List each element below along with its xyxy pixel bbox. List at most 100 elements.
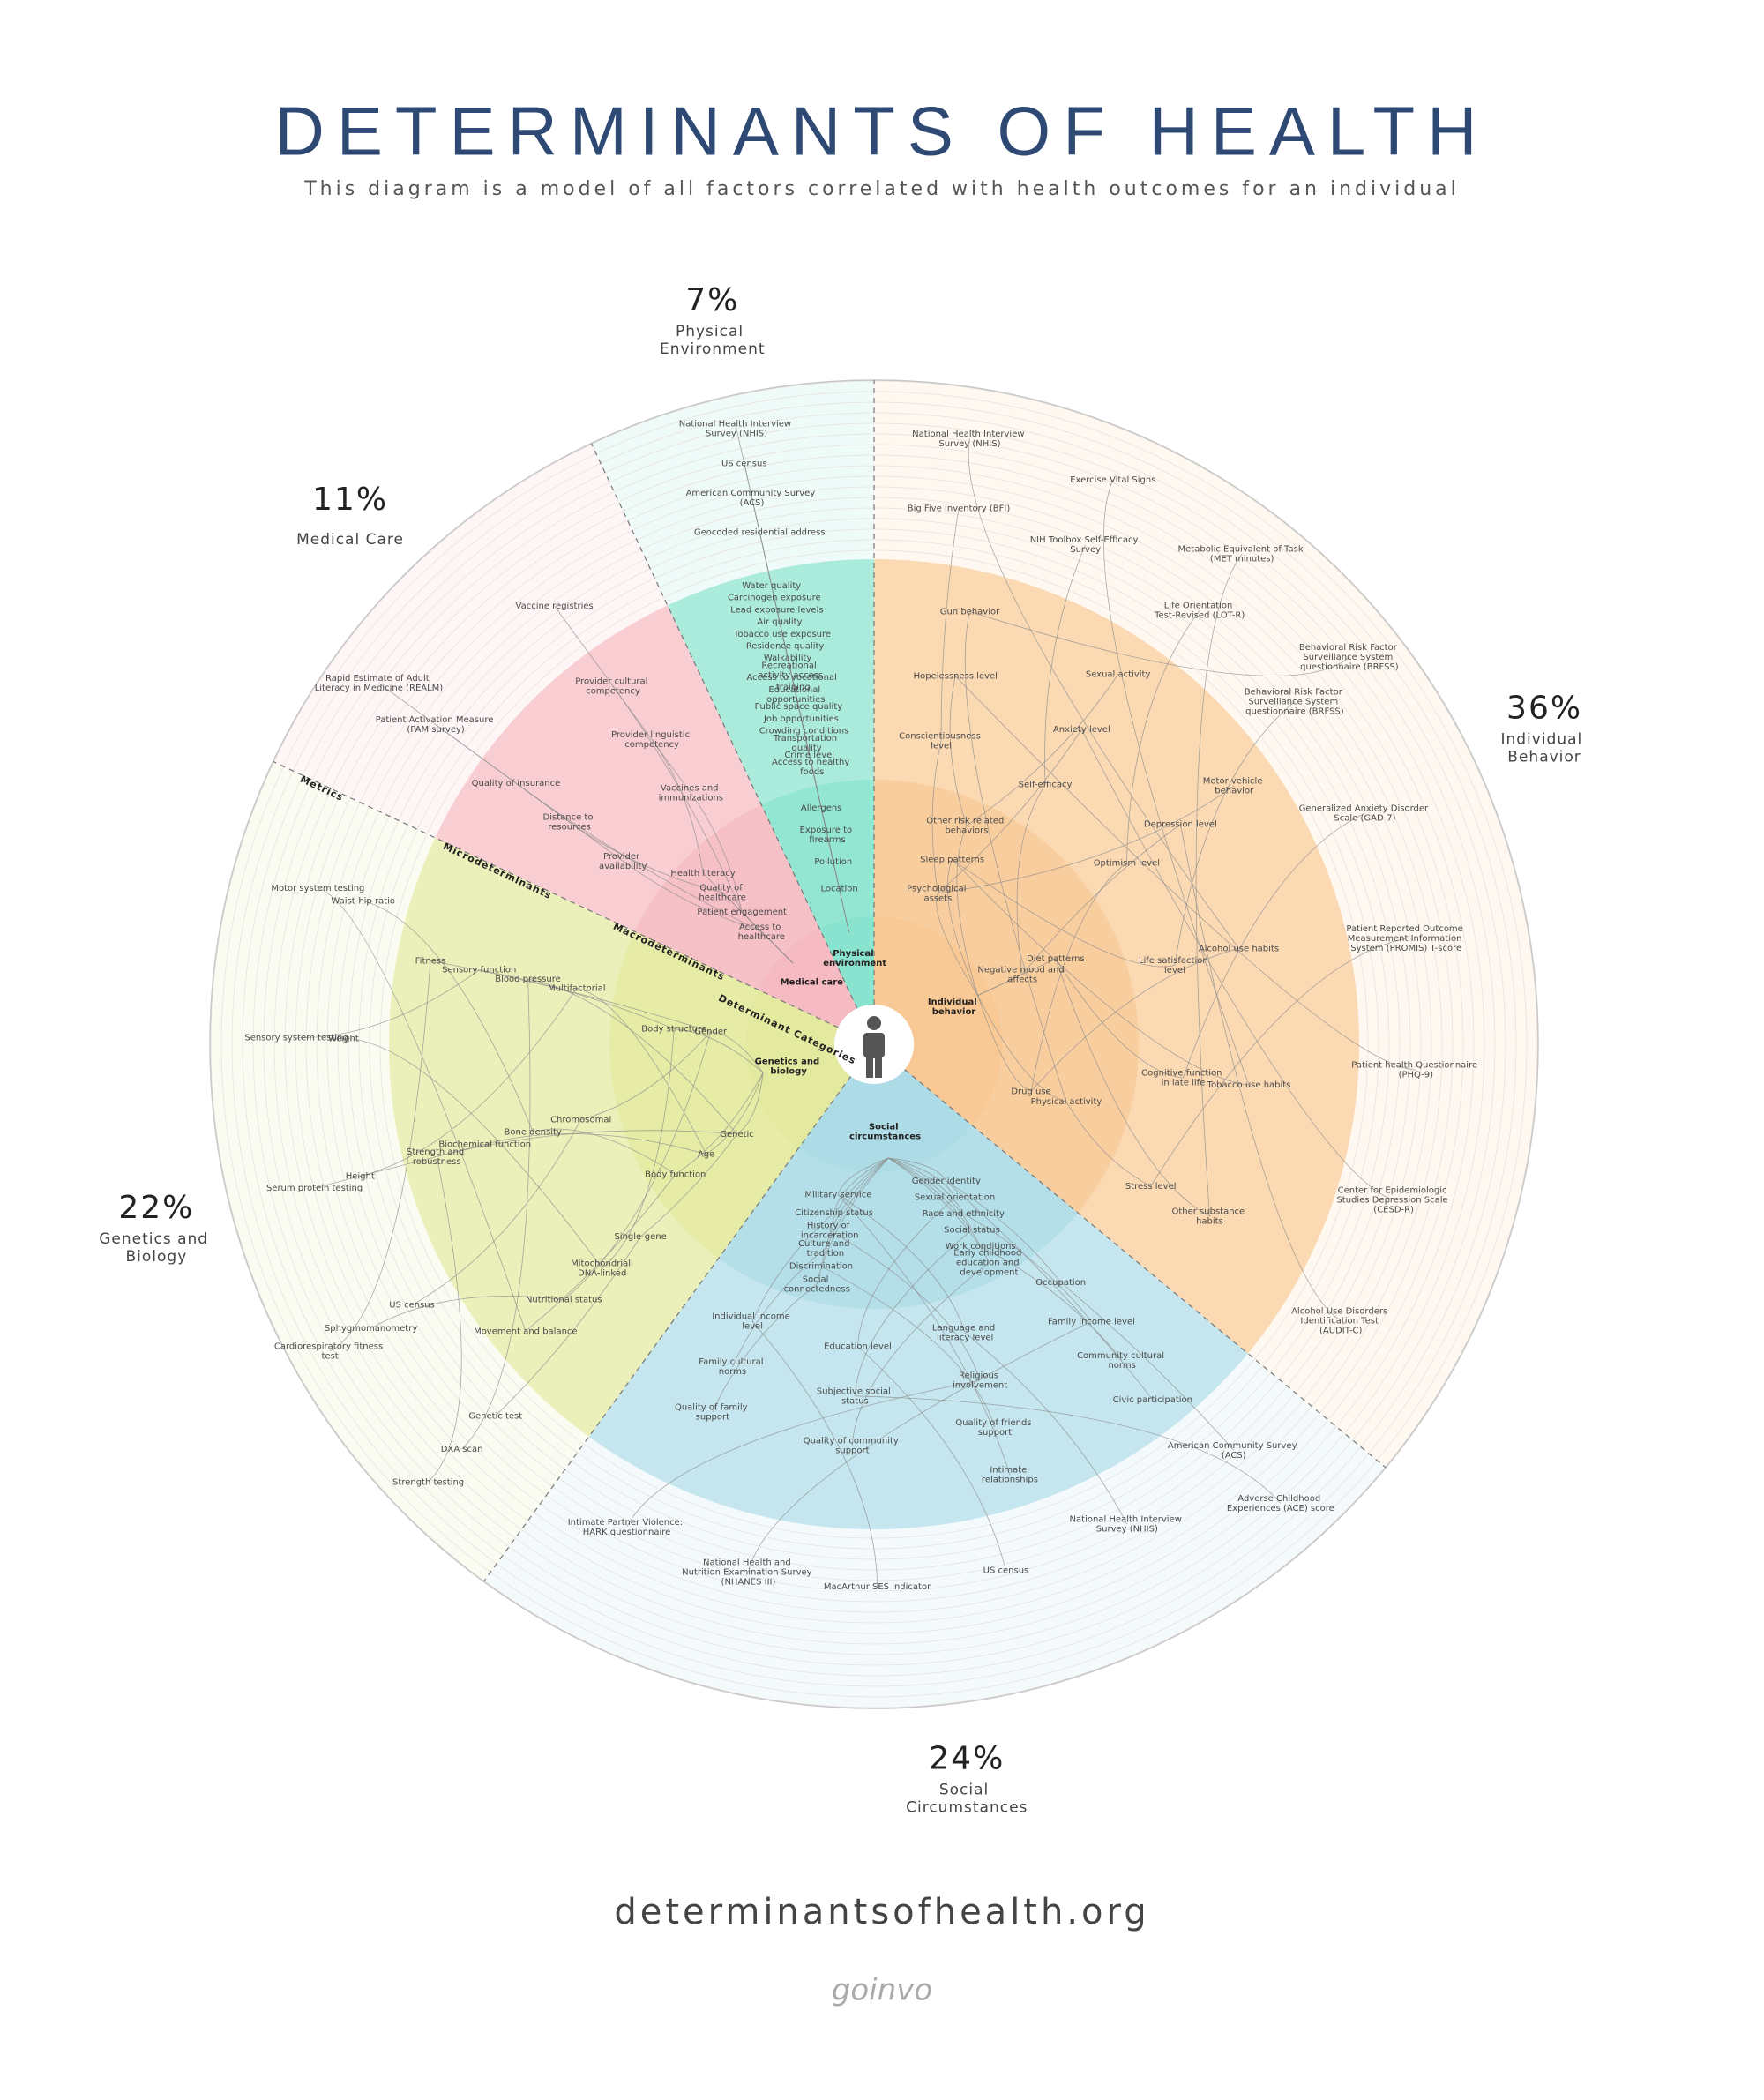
micro-label: Provider availability: [599, 852, 647, 871]
connector: [751, 1320, 878, 1587]
ring-band: [819, 916, 874, 1009]
connector: [675, 1072, 764, 1175]
metrics-label: Alcohol Use Disorders Identification Tes…: [1291, 1306, 1390, 1335]
center-label: Individual behavior: [928, 998, 980, 1017]
macro-label: Discrimination: [789, 1262, 853, 1272]
connector: [1183, 812, 1365, 1079]
ring-band: [761, 780, 874, 1009]
center-label: Physical environment: [823, 949, 886, 968]
metrics-label: Big Five Inventory (BFI): [908, 504, 1011, 514]
micro-label: Carcinogen exposure: [728, 594, 821, 603]
connector: [838, 1194, 1011, 1476]
micro-label: Provider linguistic competency: [611, 730, 692, 750]
metrics-label: Intimate Partner Violence: HARK question…: [568, 1518, 686, 1537]
micro-label: Stress level: [1125, 1182, 1177, 1192]
micro-label: Education level: [824, 1342, 892, 1352]
macro-label: Body function: [645, 1170, 706, 1179]
connector: [712, 1283, 818, 1413]
ring-band: [874, 780, 1139, 1214]
connector: [820, 1157, 889, 1267]
connector: [888, 1157, 955, 1198]
ring-band: [718, 1069, 1079, 1309]
connector: [816, 1157, 889, 1285]
category-name: Physical Environment: [660, 323, 766, 358]
micro-label: Sexual activity: [1086, 669, 1151, 679]
connector: [1060, 1282, 1235, 1451]
micro-label: Other substance habits: [1171, 1207, 1247, 1226]
connector: [702, 872, 794, 964]
category-name: Medical Care: [296, 531, 404, 549]
macro-label: Social connectedness: [784, 1274, 850, 1294]
ring-line: [252, 422, 1496, 1666]
connector: [428, 1156, 462, 1483]
pie-wedge: [210, 761, 851, 1582]
connector: [825, 1157, 889, 1249]
micro-label: Biochemical function: [438, 1140, 531, 1149]
connector: [296, 969, 480, 1039]
metrics-label: Sphygmomanometry: [325, 1324, 417, 1334]
ring-band: [798, 1069, 973, 1172]
connector: [576, 988, 706, 1155]
connector: [977, 995, 1067, 1102]
micro-label: Religious involvement: [953, 1371, 1007, 1390]
connector: [411, 1119, 582, 1306]
micro-label: Individual income level: [712, 1312, 793, 1332]
ring-line: [263, 433, 1485, 1655]
footer-url: determinantsofhealth.org: [614, 1892, 1149, 1932]
macro-label: Psychological assets: [907, 884, 969, 903]
connector: [1102, 479, 1250, 1086]
connector: [1174, 701, 1296, 966]
connector: [966, 674, 1118, 826]
metrics-label: NIH Toolbox Self-Efficacy Survey: [1030, 535, 1141, 555]
connector: [956, 825, 979, 996]
connector: [343, 1037, 603, 1269]
metrics-label: Weight: [328, 1034, 359, 1043]
category-name: Genetics and Biology: [99, 1230, 213, 1266]
connector: [969, 610, 1350, 676]
connector: [318, 887, 527, 1332]
connector: [952, 859, 1176, 968]
metrics-label: American Community Survey (ACS): [686, 489, 818, 508]
micro-label: Educational opportunities: [766, 685, 825, 705]
connector: [612, 685, 743, 913]
micro-label: Tobacco use habits: [1207, 1080, 1291, 1090]
ring-line: [284, 454, 1464, 1634]
micro-label: Self-efficacy: [1019, 781, 1073, 790]
macro-label: Citizenship status: [795, 1208, 873, 1218]
micro-label: Quality of friends support: [955, 1418, 1034, 1438]
macro-label: Access to healthcare: [738, 923, 785, 942]
percent-label: 24%: [929, 1740, 1005, 1776]
macro-label: Other risk related behaviors: [926, 817, 1006, 836]
micro-label: Provider cultural competency: [575, 676, 650, 696]
micro-label: Recreational activity access: [758, 661, 823, 680]
center-label: Genetics and biology: [755, 1057, 823, 1076]
macro-label: Sexual orientation: [915, 1193, 995, 1203]
connector: [949, 676, 968, 826]
macro-label: Work conditions: [946, 1242, 1016, 1252]
metrics-label: MacArthur SES indicator: [824, 1582, 931, 1592]
connector: [1030, 947, 1239, 1092]
metrics-label: Geocoded residential address: [694, 527, 826, 537]
micro-label: Community cultural norms: [1077, 1351, 1167, 1371]
connector: [968, 438, 1239, 949]
micro-label: Life satisfaction level: [1139, 956, 1211, 975]
metrics-label: Vaccine registries: [516, 602, 594, 611]
title: DETERMINANTS OF HEALTH: [275, 93, 1490, 170]
micro-label: Air quality: [757, 617, 802, 627]
micro-label: Strength and robustness: [407, 1147, 467, 1167]
micro-label: Job opportunities: [763, 714, 839, 724]
ring-line: [273, 444, 1475, 1645]
metrics-label: Sensory system testing: [244, 1034, 348, 1043]
footer-brand: goinvo: [832, 1973, 932, 2008]
connector: [829, 1157, 889, 1231]
connector: [857, 1346, 1006, 1571]
micro-label: Intimate relationships: [982, 1466, 1038, 1485]
ring-band: [609, 931, 851, 1259]
macro-label: Allergens: [801, 803, 842, 813]
labels: 36% Individual Behavior 24% Social Circumst…: [99, 282, 1587, 1816]
connector-lines: [296, 429, 1416, 1587]
percent-label: 22%: [118, 1190, 194, 1226]
category-name: Social Circumstances: [906, 1781, 1028, 1816]
metrics-label: Adverse Childhood Experiences (ACE) scor…: [1227, 1494, 1334, 1513]
micro-label: Chromosomal: [550, 1115, 611, 1125]
